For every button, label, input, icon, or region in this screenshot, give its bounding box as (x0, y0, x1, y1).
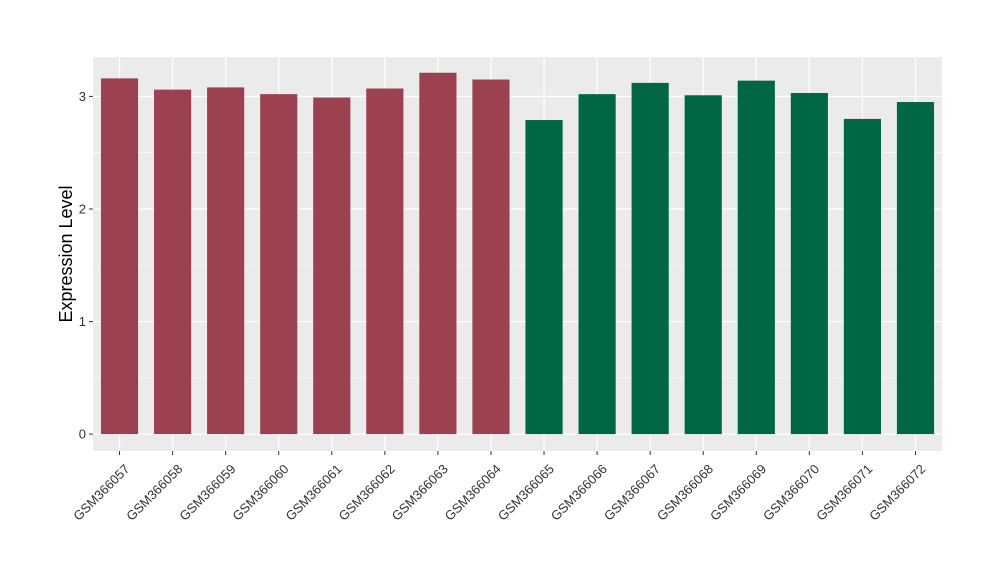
bar (790, 93, 828, 435)
x-tick-label: GSM366058 (123, 461, 185, 523)
x-tick-label: GSM366057 (70, 461, 132, 523)
bar (684, 95, 722, 435)
x-tick-label: GSM366062 (336, 461, 398, 523)
bar (737, 80, 775, 435)
bar (154, 89, 192, 435)
bar (366, 88, 404, 435)
x-tick-label: GSM366059 (176, 461, 238, 523)
x-tick-label: GSM366063 (389, 461, 451, 523)
bar (578, 94, 616, 435)
y-axis: 0 1 2 3 (79, 89, 93, 442)
bar (207, 87, 245, 435)
bar (260, 94, 298, 435)
y-tick-label: 0 (79, 427, 86, 442)
x-tick-label: GSM366068 (654, 461, 716, 523)
x-tick-label: GSM366066 (548, 461, 610, 523)
y-tick-label: 2 (79, 201, 86, 216)
bar (100, 78, 139, 435)
x-tick-label: GSM366070 (760, 461, 822, 523)
x-tick-label: GSM366067 (601, 461, 663, 523)
x-tick-label: GSM366060 (229, 461, 291, 523)
x-tick-label: GSM366071 (813, 461, 875, 523)
x-tick-label: GSM366061 (282, 461, 344, 523)
x-axis: GSM366057GSM366058GSM366059GSM366060GSM3… (70, 451, 928, 524)
bars (100, 72, 935, 435)
x-tick-label: GSM366064 (442, 461, 504, 523)
bar (896, 102, 935, 435)
x-tick-label: GSM366069 (707, 461, 769, 523)
bar (472, 79, 510, 435)
bar (419, 72, 457, 435)
y-axis-title: Expression Level (56, 185, 76, 322)
x-tick-label: GSM366072 (866, 461, 928, 523)
bar (525, 120, 563, 435)
x-tick-label: GSM366065 (495, 461, 557, 523)
bar (843, 118, 881, 435)
bar (313, 97, 351, 435)
bar (631, 82, 669, 435)
y-tick-label: 1 (79, 314, 86, 329)
y-tick-label: 3 (79, 89, 86, 104)
